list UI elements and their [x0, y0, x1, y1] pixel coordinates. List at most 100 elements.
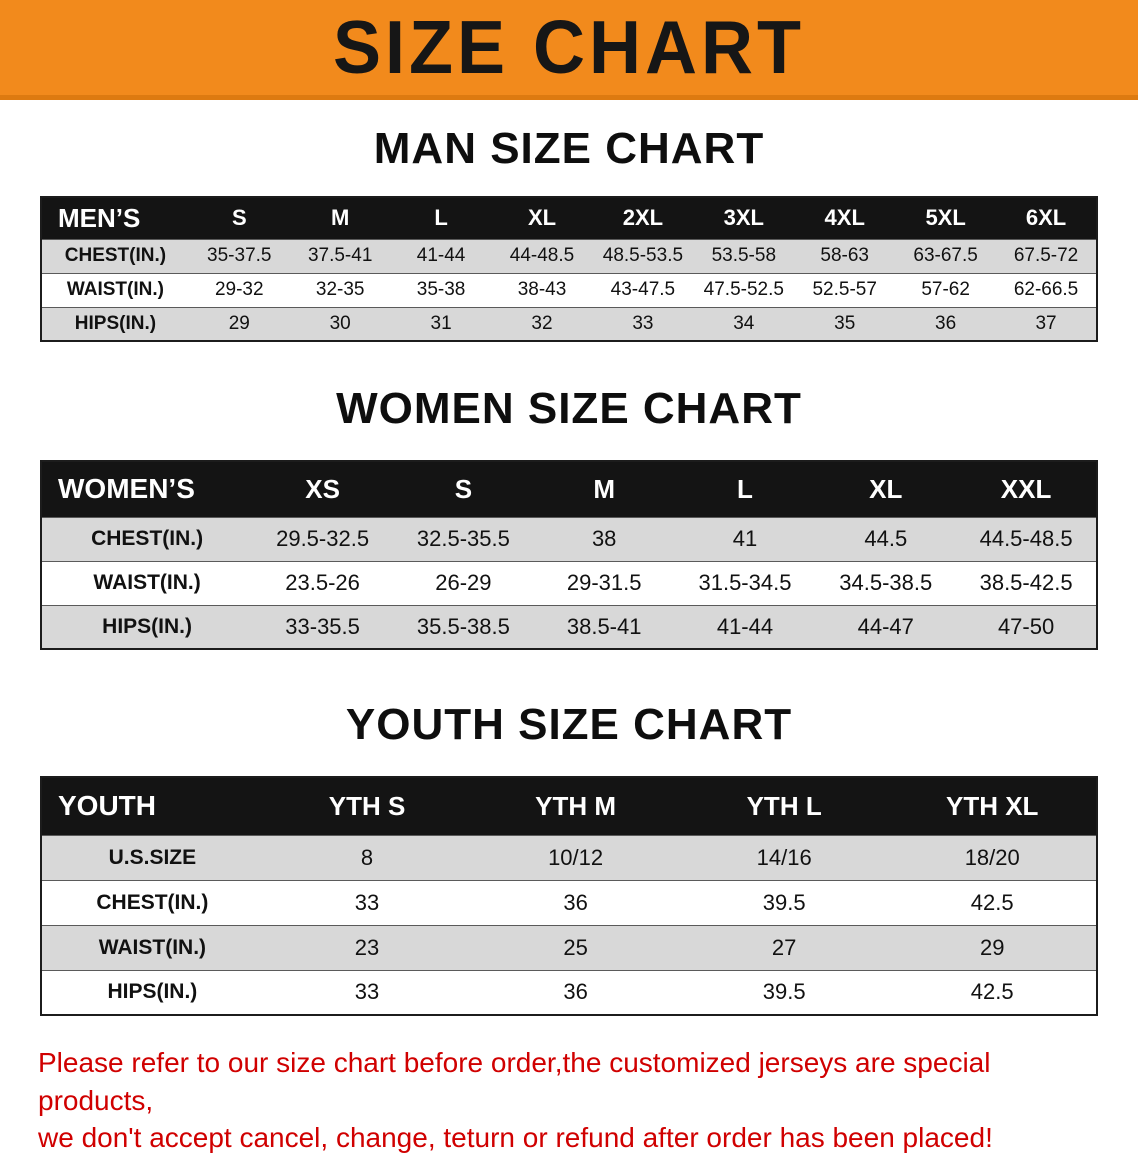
- measurement-value: 41: [674, 516, 816, 561]
- youth-size-section: YOUTH SIZE CHART YOUTH YTH S YTH M YTH L YTH…: [0, 700, 1138, 1016]
- measurement-value: 52.5-57: [794, 272, 896, 307]
- measurement-label: WAIST(IN.): [41, 924, 263, 970]
- measurement-value: 48.5-53.5: [592, 238, 694, 273]
- size-column-header: XL: [491, 197, 593, 239]
- table-title-cell: WOMEN’S: [41, 461, 253, 517]
- measurement-value: 29: [188, 306, 290, 341]
- measurement-row: HIPS(IN.) 29 30 31 32 33 34 35 36 37: [41, 306, 1097, 341]
- measurement-row: WAIST(IN.) 23 25 27 29: [41, 924, 1097, 970]
- measurement-value: 42.5: [888, 879, 1097, 925]
- measurement-value: 35.5-38.5: [392, 604, 534, 649]
- measurement-value: 38-43: [491, 272, 593, 307]
- measurement-value: 35-38: [390, 272, 492, 307]
- measurement-value: 33: [262, 879, 472, 925]
- measurement-value: 58-63: [794, 238, 896, 273]
- measurement-value: 33: [262, 969, 472, 1015]
- measurement-value: 29-32: [188, 272, 290, 307]
- measurement-value: 34: [693, 306, 795, 341]
- measurement-row: HIPS(IN.) 33-35.5 35.5-38.5 38.5-41 41-44 44-…: [41, 604, 1097, 649]
- size-column-header: YTH L: [679, 777, 889, 835]
- measurement-label: CHEST(IN.): [41, 879, 263, 925]
- measurement-row: WAIST(IN.) 29-32 32-35 35-38 38-43 43-47.5 47.…: [41, 272, 1097, 307]
- measurement-value: 35: [794, 306, 896, 341]
- size-column-header: 4XL: [794, 197, 896, 239]
- measurement-label: U.S.SIZE: [41, 834, 263, 880]
- size-column-header: M: [289, 197, 391, 239]
- size-column-header: YTH S: [262, 777, 472, 835]
- measurement-value: 32-35: [289, 272, 391, 307]
- measurement-value: 47.5-52.5: [693, 272, 795, 307]
- disclaimer-line-2: we don't accept cancel, change, teturn o…: [38, 1122, 993, 1154]
- measurement-value: 23: [262, 924, 472, 970]
- size-column-header: 5XL: [895, 197, 997, 239]
- size-column-header: 2XL: [592, 197, 694, 239]
- title-banner: SIZE CHART: [0, 0, 1138, 100]
- size-column-header: XS: [252, 461, 393, 517]
- measurement-value: 27: [679, 924, 889, 970]
- women-size-table: WOMEN’S XS S M L XL XXL CHEST(IN.) 29.5-32.5 32.5…: [40, 460, 1098, 650]
- measurement-value: 23.5-26: [252, 560, 393, 605]
- size-column-header: 3XL: [693, 197, 795, 239]
- measurement-row: CHEST(IN.) 35-37.5 37.5-41 41-44 44-48.5 48.5…: [41, 238, 1097, 273]
- measurement-value: 33: [592, 306, 694, 341]
- measurement-value: 35-37.5: [188, 238, 290, 273]
- measurement-label: WAIST(IN.): [41, 272, 189, 307]
- measurement-row: CHEST(IN.) 29.5-32.5 32.5-35.5 38 41 44.5 44.5…: [41, 516, 1097, 561]
- measurement-value: 36: [895, 306, 997, 341]
- measurement-value: 36: [471, 879, 680, 925]
- page-title: SIZE CHART: [333, 5, 805, 90]
- women-size-section: WOMEN SIZE CHART WOMEN’S XS S M L XL XXL CHEST(…: [0, 384, 1138, 650]
- youth-section-heading: YOUTH SIZE CHART: [345, 700, 793, 749]
- size-column-header: YTH M: [471, 777, 680, 835]
- size-column-header: L: [674, 461, 816, 517]
- measurement-value: 18/20: [888, 834, 1097, 880]
- disclaimer-line-1: Please refer to our size chart before or…: [38, 1047, 991, 1116]
- men-size-table: MEN’S S M L XL 2XL 3XL 4XL 5XL 6XL CHEST(IN.) 35-37…: [40, 196, 1098, 342]
- measurement-value: 44-47: [815, 604, 957, 649]
- measurement-value: 57-62: [895, 272, 997, 307]
- size-column-header: S: [392, 461, 534, 517]
- measurement-label: CHEST(IN.): [41, 238, 189, 273]
- measurement-value: 53.5-58: [693, 238, 795, 273]
- size-column-header: XXL: [956, 461, 1097, 517]
- measurement-value: 10/12: [471, 834, 680, 880]
- measurement-value: 67.5-72: [996, 238, 1097, 273]
- measurement-value: 62-66.5: [996, 272, 1097, 307]
- measurement-value: 38.5-41: [533, 604, 675, 649]
- measurement-value: 39.5: [679, 879, 889, 925]
- measurement-value: 43-47.5: [592, 272, 694, 307]
- measurement-value: 8: [262, 834, 472, 880]
- measurement-value: 42.5: [888, 969, 1097, 1015]
- measurement-value: 38.5-42.5: [956, 560, 1097, 605]
- size-column-header: L: [390, 197, 492, 239]
- size-table-header-row: WOMEN’S XS S M L XL XXL: [41, 461, 1097, 517]
- measurement-value: 14/16: [679, 834, 889, 880]
- measurement-label: HIPS(IN.): [41, 969, 263, 1015]
- measurement-value: 41-44: [674, 604, 816, 649]
- measurement-value: 47-50: [956, 604, 1097, 649]
- measurement-value: 36: [471, 969, 680, 1015]
- measurement-row: WAIST(IN.) 23.5-26 26-29 29-31.5 31.5-34.5 34…: [41, 560, 1097, 605]
- measurement-value: 32.5-35.5: [392, 516, 534, 561]
- measurement-value: 29.5-32.5: [252, 516, 393, 561]
- measurement-value: 32: [491, 306, 593, 341]
- size-column-header: S: [188, 197, 290, 239]
- size-column-header: 6XL: [996, 197, 1097, 239]
- measurement-row: CHEST(IN.) 33 36 39.5 42.5: [41, 879, 1097, 925]
- measurement-value: 25: [471, 924, 680, 970]
- measurement-value: 30: [289, 306, 391, 341]
- measurement-row: HIPS(IN.) 33 36 39.5 42.5: [41, 969, 1097, 1015]
- table-title-cell: MEN’S: [41, 197, 189, 239]
- size-column-header: M: [533, 461, 675, 517]
- measurement-value: 38: [533, 516, 675, 561]
- youth-size-table: YOUTH YTH S YTH M YTH L YTH XL U.S.SIZE 8 10/12…: [40, 776, 1098, 1016]
- women-section-heading: WOMEN SIZE CHART: [336, 384, 802, 433]
- table-title-cell: YOUTH: [41, 777, 263, 835]
- measurement-value: 33-35.5: [252, 604, 393, 649]
- men-size-section: MAN SIZE CHART MEN’S S M L XL 2XL 3XL 4XL 5XL 6XL…: [0, 124, 1138, 342]
- size-column-header: YTH XL: [888, 777, 1097, 835]
- measurement-value: 37.5-41: [289, 238, 391, 273]
- disclaimer-note: Please refer to our size chart before or…: [38, 1044, 1100, 1157]
- measurement-value: 29-31.5: [533, 560, 675, 605]
